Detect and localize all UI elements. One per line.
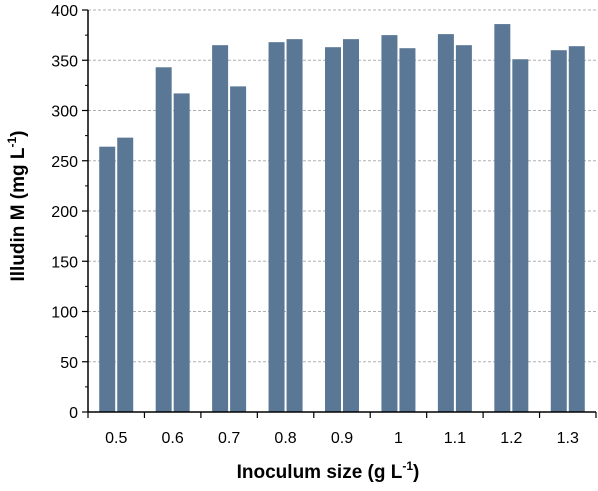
y-tick-label: 400 (51, 3, 78, 20)
x-tick-label: 1.3 (557, 430, 579, 447)
bar (399, 48, 416, 412)
y-tick-label: 0 (69, 405, 78, 422)
bar (343, 39, 359, 413)
y-tick-label: 50 (60, 355, 78, 372)
bar (512, 59, 529, 413)
y-tick-label: 300 (51, 104, 78, 121)
x-tick-label: 0.6 (162, 430, 184, 447)
x-axis-title: Inoculum size (g L-1) (237, 459, 420, 483)
y-tick-label: 250 (51, 154, 78, 171)
y-tick-label: 200 (51, 204, 78, 221)
bar (455, 45, 472, 413)
bar (230, 86, 247, 412)
bar (381, 35, 398, 412)
x-tick-label: 0.8 (274, 430, 296, 447)
bar (494, 24, 511, 412)
bar (325, 47, 341, 413)
x-tick-label: 1.1 (444, 430, 466, 447)
x-tick-label: 0.9 (331, 430, 353, 447)
x-tick-label: 1.2 (500, 430, 522, 447)
bar (155, 67, 172, 412)
bar (212, 45, 229, 413)
bars (99, 24, 585, 413)
axes (82, 9, 597, 418)
bar (568, 46, 585, 413)
x-tick-label: 1 (394, 430, 403, 447)
bar (173, 93, 190, 412)
bar (268, 42, 285, 412)
bar (286, 39, 303, 413)
y-tick-label: 350 (51, 53, 78, 70)
y-tick-labels: 0 50 100 150 200 250 300 350 400 (51, 3, 78, 422)
x-tick-label: 0.5 (105, 430, 127, 447)
y-tick-label: 150 (51, 254, 78, 271)
y-axis-title: Illudin M (mg L-1) (5, 130, 29, 281)
bar (437, 34, 454, 413)
x-tick-labels: 0.5 0.6 0.7 0.8 0.9 1 1.1 1.2 1.3 (105, 430, 579, 447)
y-tick-label: 100 (51, 305, 78, 322)
bar (550, 50, 567, 412)
x-tick-label: 0.7 (218, 430, 240, 447)
bar (117, 137, 134, 412)
bar (99, 146, 116, 412)
